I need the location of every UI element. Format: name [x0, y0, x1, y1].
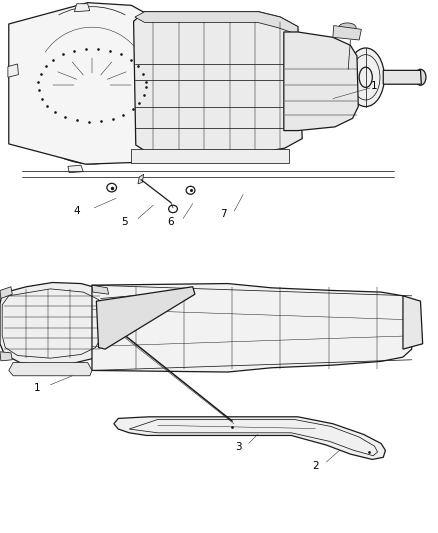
Polygon shape	[0, 282, 110, 365]
Polygon shape	[9, 362, 92, 376]
Ellipse shape	[104, 319, 113, 327]
Polygon shape	[135, 12, 298, 35]
Text: 7: 7	[220, 209, 227, 219]
Polygon shape	[9, 3, 158, 164]
Ellipse shape	[339, 23, 356, 33]
Polygon shape	[8, 64, 18, 77]
Polygon shape	[134, 12, 302, 152]
Polygon shape	[333, 26, 361, 40]
Polygon shape	[383, 70, 421, 84]
Polygon shape	[92, 284, 412, 372]
Text: 3: 3	[235, 442, 242, 451]
Polygon shape	[96, 287, 195, 349]
Polygon shape	[284, 32, 358, 131]
Bar	[0, 272, 438, 533]
Ellipse shape	[347, 48, 384, 107]
Text: 6: 6	[167, 217, 174, 227]
Text: 5: 5	[121, 217, 128, 227]
Polygon shape	[0, 287, 12, 298]
Polygon shape	[114, 417, 385, 459]
Polygon shape	[92, 285, 109, 294]
Polygon shape	[138, 174, 144, 184]
Text: 1: 1	[34, 383, 41, 393]
Bar	[0, 0, 438, 266]
Text: 1: 1	[371, 82, 378, 91]
Polygon shape	[0, 352, 12, 361]
Polygon shape	[131, 149, 289, 163]
Polygon shape	[403, 296, 423, 349]
Text: 2: 2	[312, 462, 319, 471]
Text: 4: 4	[73, 206, 80, 215]
Polygon shape	[74, 4, 90, 12]
Ellipse shape	[415, 69, 426, 85]
Polygon shape	[68, 165, 83, 173]
